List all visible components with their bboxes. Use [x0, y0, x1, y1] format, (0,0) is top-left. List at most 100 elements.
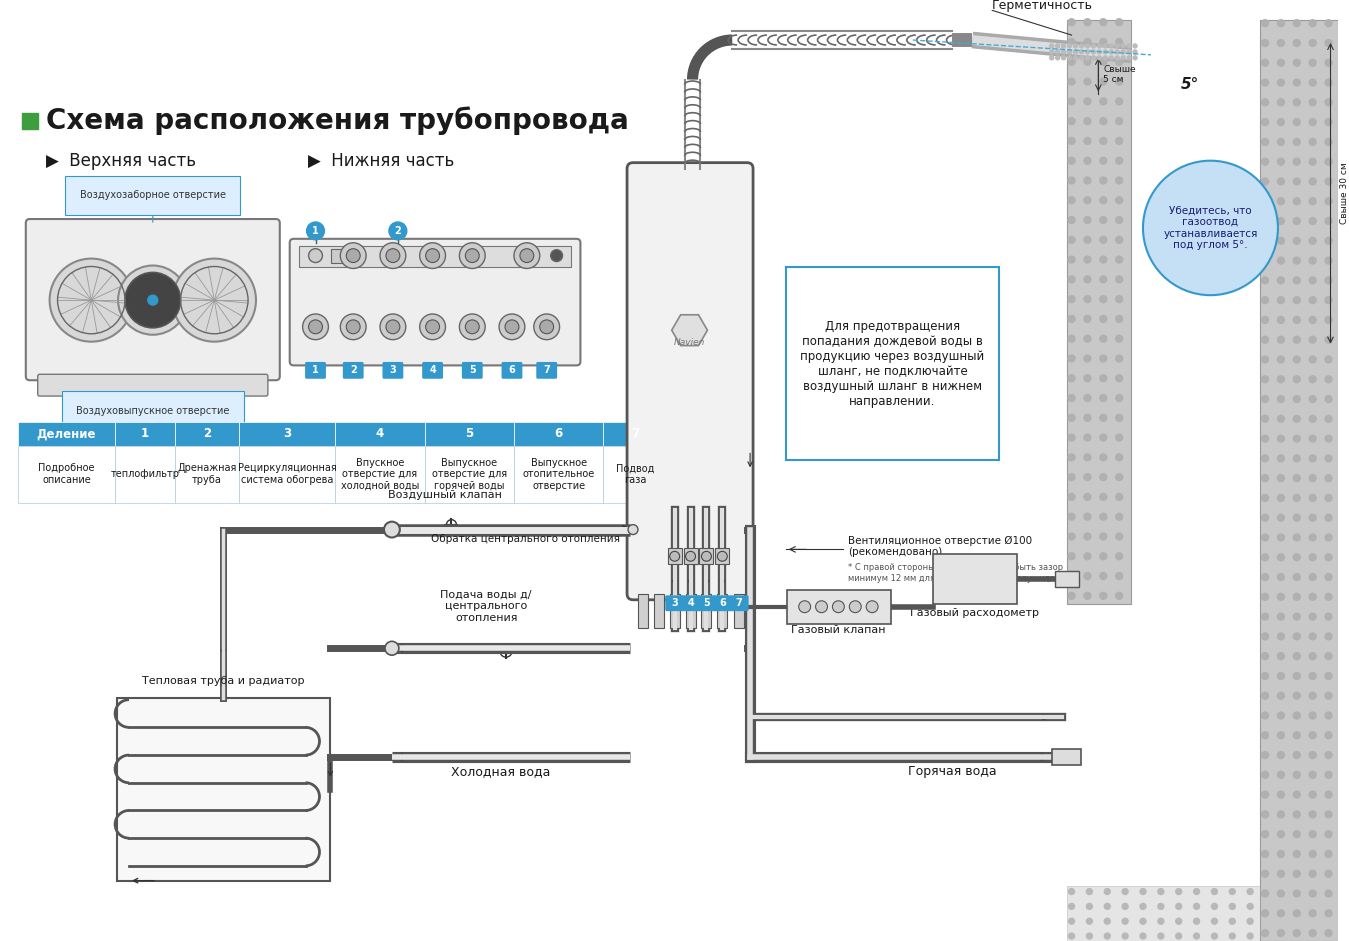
Circle shape: [1309, 375, 1317, 383]
Circle shape: [1068, 78, 1075, 85]
Circle shape: [1056, 44, 1060, 48]
Circle shape: [386, 320, 399, 334]
Bar: [117, 697, 331, 881]
Circle shape: [1309, 336, 1317, 343]
Circle shape: [1309, 217, 1317, 225]
Circle shape: [1261, 673, 1268, 679]
Circle shape: [1278, 474, 1284, 482]
Circle shape: [1068, 157, 1075, 164]
Circle shape: [384, 521, 399, 537]
Circle shape: [1261, 296, 1268, 304]
Bar: [1052, 749, 1082, 765]
Circle shape: [1278, 40, 1284, 46]
Circle shape: [1278, 277, 1284, 284]
Circle shape: [1309, 554, 1317, 561]
Circle shape: [1309, 653, 1317, 660]
Circle shape: [1140, 903, 1145, 909]
Text: 6: 6: [509, 365, 515, 375]
Circle shape: [1294, 158, 1300, 165]
Circle shape: [1085, 78, 1091, 85]
Bar: [18, 445, 115, 502]
Circle shape: [50, 259, 134, 342]
Bar: [115, 422, 174, 445]
Circle shape: [1068, 197, 1075, 203]
Circle shape: [1099, 295, 1106, 303]
Circle shape: [1309, 890, 1317, 897]
Circle shape: [1261, 138, 1268, 145]
Circle shape: [1325, 257, 1331, 264]
Circle shape: [1099, 256, 1106, 263]
Text: Схема расположения трубопровода: Схема расположения трубопровода: [46, 107, 629, 136]
Circle shape: [1294, 890, 1300, 897]
Bar: [685, 594, 696, 629]
Bar: [718, 594, 727, 629]
Circle shape: [1116, 39, 1122, 45]
Circle shape: [1091, 50, 1095, 54]
Circle shape: [1085, 216, 1091, 223]
Circle shape: [1122, 888, 1128, 895]
Circle shape: [1261, 811, 1268, 818]
Bar: [786, 267, 1000, 460]
Circle shape: [1278, 237, 1284, 245]
Circle shape: [1099, 157, 1106, 164]
Circle shape: [389, 222, 407, 240]
Circle shape: [1261, 890, 1268, 897]
Circle shape: [1116, 394, 1122, 402]
Circle shape: [1325, 138, 1331, 145]
Circle shape: [866, 600, 878, 613]
Text: 4: 4: [687, 598, 693, 608]
Circle shape: [1309, 494, 1317, 502]
Circle shape: [1128, 50, 1130, 54]
Circle shape: [1261, 633, 1268, 640]
Bar: [174, 445, 239, 502]
Circle shape: [1278, 217, 1284, 225]
Circle shape: [1278, 20, 1284, 26]
Circle shape: [1229, 903, 1236, 909]
Bar: [514, 445, 603, 502]
Circle shape: [1309, 178, 1317, 185]
Circle shape: [1121, 56, 1125, 60]
Circle shape: [1079, 56, 1083, 60]
Circle shape: [1309, 910, 1317, 917]
Circle shape: [1325, 395, 1331, 403]
Circle shape: [832, 600, 844, 613]
Circle shape: [1309, 40, 1317, 46]
Bar: [603, 422, 668, 445]
Circle shape: [1099, 236, 1106, 244]
Circle shape: [1325, 534, 1331, 541]
Circle shape: [1068, 513, 1075, 520]
Bar: [115, 445, 174, 502]
Circle shape: [1116, 454, 1122, 461]
Bar: [336, 422, 425, 445]
Circle shape: [1116, 78, 1122, 85]
Text: 5°: 5°: [1180, 77, 1199, 92]
Circle shape: [1121, 44, 1125, 48]
Text: Газовый расходометр: Газовый расходометр: [909, 608, 1039, 617]
Circle shape: [1085, 493, 1091, 501]
Text: Выпускное
отверстие для
горячей воды: Выпускное отверстие для горячей воды: [432, 457, 507, 491]
Circle shape: [1294, 336, 1300, 343]
Circle shape: [1176, 888, 1182, 895]
Circle shape: [1278, 870, 1284, 877]
Text: 2: 2: [202, 427, 210, 440]
Circle shape: [1325, 614, 1331, 620]
Circle shape: [1099, 394, 1106, 402]
Circle shape: [1067, 44, 1071, 48]
Circle shape: [1085, 98, 1091, 104]
FancyBboxPatch shape: [422, 362, 442, 379]
Circle shape: [1309, 474, 1317, 482]
Circle shape: [1099, 276, 1106, 283]
Circle shape: [1085, 375, 1091, 382]
Bar: [932, 554, 1017, 604]
Circle shape: [1261, 217, 1268, 225]
Bar: [18, 422, 115, 445]
Circle shape: [1116, 473, 1122, 481]
FancyBboxPatch shape: [730, 596, 749, 611]
Circle shape: [1056, 50, 1060, 54]
Circle shape: [1086, 933, 1093, 939]
Text: Газовый клапан: Газовый клапан: [791, 626, 886, 635]
Circle shape: [1325, 752, 1331, 758]
Circle shape: [1325, 693, 1331, 699]
Circle shape: [1325, 732, 1331, 739]
Bar: [786, 590, 890, 624]
